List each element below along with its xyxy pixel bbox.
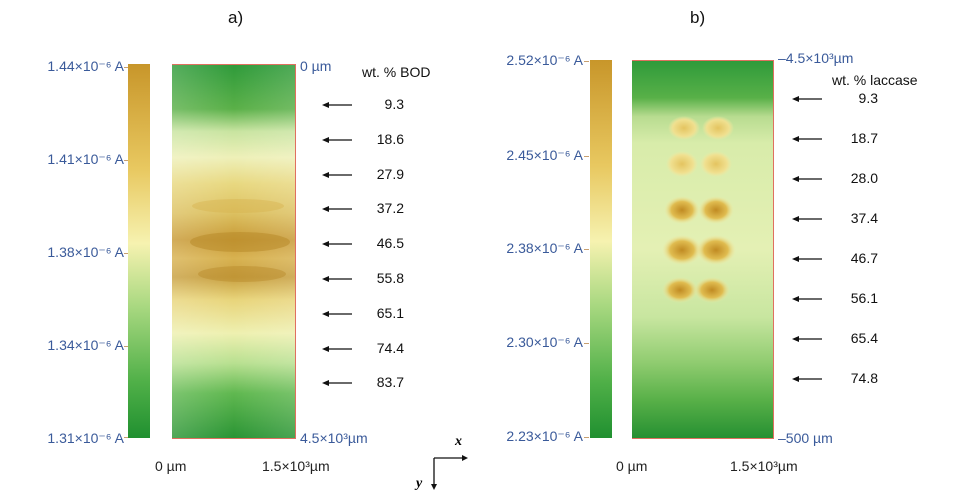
panel-b-arrow-icon (792, 96, 822, 102)
panel-b-scale-tick-mark (584, 437, 589, 438)
panel-b-current-map (632, 60, 774, 438)
panel-b-arrow-icon (792, 336, 822, 342)
panel-a-wt-value: 18.6 (376, 130, 404, 147)
panel-b-x-left-label: 0 µm (616, 458, 648, 474)
panel-a-scale-tick-mark (124, 67, 128, 68)
panel-a-x-left-label: 0 µm (155, 458, 187, 474)
panel-b-arrow-icon (792, 216, 822, 222)
panel-a-arrow-icon (322, 380, 352, 387)
panel-b-wt-value: 74.8 (850, 370, 878, 386)
panel-a-scale-tick: 1.44×10⁻⁶ A (47, 58, 124, 74)
panel-a-wt-title: wt. % BOD (362, 64, 431, 80)
panel-a-arrow-icon (322, 171, 352, 178)
panel-b-scale-tick: 2.45×10⁻⁶ A (506, 147, 583, 163)
panel-b-wt-value: 9.3 (858, 90, 878, 106)
panel-a-wt-value: 9.3 (384, 96, 404, 112)
panel-b-wt-value: 18.7 (850, 130, 878, 146)
panel-b-scale-tick-mark (584, 156, 589, 157)
panel-b-scale-tick-mark (584, 343, 589, 344)
panel-a-colorbar (128, 64, 150, 438)
panel-a-map-border (172, 64, 296, 65)
panel-a-y-top-label: 0 µm (300, 58, 332, 74)
axis-x-letter: x (455, 434, 462, 449)
axis-y-letter: y (416, 476, 423, 491)
panel-b-wt-value: 56.1 (850, 290, 878, 306)
panel-b-arrow-icon (792, 176, 822, 182)
panel-a-arrow-icon (322, 241, 352, 248)
panel-b-scale-tick-mark (584, 249, 589, 250)
panel-b-wt-title: wt. % laccase (832, 72, 918, 88)
panel-b-y-top-label: –4.5×10³µm (778, 50, 854, 66)
panel-b-arrow-icon (792, 296, 822, 302)
panel-a-arrow-icon (322, 206, 352, 213)
panel-b-scale-tick: 2.38×10⁻⁶ A (506, 240, 583, 256)
panel-a-current-map (172, 64, 296, 438)
panel-b-x-right-label: 1.5×10³µm (730, 458, 798, 474)
panel-a-y-bottom-label: 4.5×10³µm (300, 430, 368, 446)
panel-b-arrow-icon (792, 256, 822, 262)
panel-b-y-bottom-label: –500 µm (778, 430, 833, 446)
panel-b-scale-tick: 2.52×10⁻⁶ A (506, 52, 583, 68)
panel-a-scale-tick-mark (124, 160, 128, 161)
panel-a-wt-value: 37.2 (376, 200, 404, 217)
panel-a-arrow-icon (322, 310, 352, 317)
panel-b-map-border (632, 438, 774, 439)
panel-a-scale-tick: 1.31×10⁻⁶ A (47, 430, 124, 446)
panel-b-map-border (632, 60, 774, 61)
panel-b-scale-tick-mark (584, 61, 589, 62)
panel-a-x-right-label: 1.5×10³µm (262, 458, 330, 474)
panel-b-wt-value: 28.0 (850, 170, 878, 186)
panel-a-scale-tick: 1.38×10⁻⁶ A (47, 244, 124, 260)
panel-a-wt-value: 27.9 (376, 165, 404, 182)
xy-axes-icon (431, 455, 468, 490)
panel-b-wt-value: 37.4 (850, 210, 878, 226)
panel-b-colorbar (590, 60, 612, 438)
panel-a-wt-value: 83.7 (376, 374, 404, 391)
panel-a-wt-value: 46.5 (376, 235, 404, 252)
panel-a-arrow-icon (322, 276, 352, 282)
panel-a-arrow-icon (322, 345, 352, 352)
panel-a-map-border (295, 64, 296, 438)
panel-b-wt-value: 46.7 (850, 250, 878, 266)
panel-a-scale-tick: 1.34×10⁻⁶ A (47, 337, 124, 353)
panel-a-label: a) (228, 8, 244, 27)
panel-a-wt-value: 74.4 (376, 339, 404, 356)
panel-a-wt-value: 55.8 (376, 270, 404, 286)
panel-b-map-border (773, 60, 774, 438)
panel-b-arrow-icon (792, 376, 822, 382)
panel-a-arrow-icon (322, 136, 352, 143)
panel-b-arrow-icon (792, 136, 822, 142)
panel-a-map-border (172, 438, 296, 439)
panel-b-wt-value: 65.4 (850, 330, 878, 346)
panel-a-wt-value: 65.1 (376, 304, 404, 321)
panel-b-scale-tick: 2.23×10⁻⁶ A (506, 428, 583, 444)
panel-a-scale-tick: 1.41×10⁻⁶ A (47, 151, 124, 167)
panel-b-scale-tick: 2.30×10⁻⁶ A (506, 334, 583, 350)
panel-a-arrow-icon (322, 102, 352, 108)
panel-a-scale-tick-mark (124, 253, 128, 254)
panel-a-scale-tick-mark (124, 346, 128, 347)
panel-b-label: b) (690, 8, 706, 27)
panel-a-scale-tick-mark (124, 437, 128, 438)
